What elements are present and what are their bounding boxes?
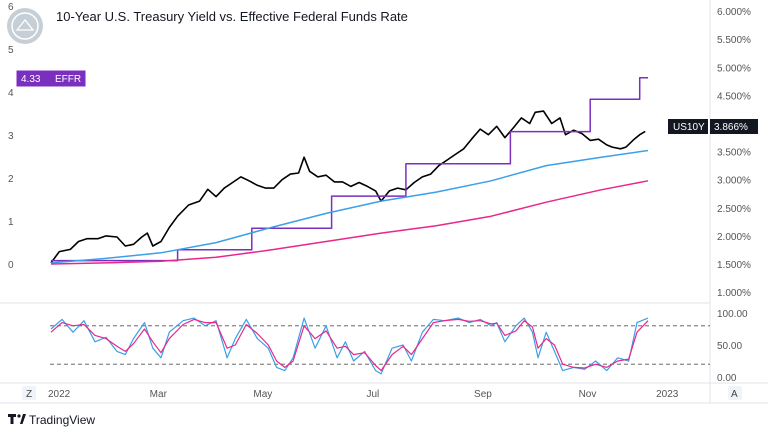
effr-line <box>51 77 648 262</box>
right-axis-tick: 5.000% <box>717 63 751 74</box>
stoch_d-line <box>50 318 649 372</box>
x-axis-tick: 2023 <box>656 389 679 400</box>
x-axis-tick: 2022 <box>48 389 71 400</box>
right-axis-tick: 2.000% <box>717 232 751 243</box>
us10y-badge: US10Y 3.866% <box>668 119 758 134</box>
x-axis-tick: Sep <box>474 389 492 400</box>
effr-badge-label: EFFR <box>55 74 81 85</box>
main-plot[interactable] <box>50 77 649 265</box>
x-axis-tick: Nov <box>579 389 597 400</box>
stochastic-axis-tick: 50.00 <box>717 341 742 352</box>
left-axis-tick: 1 <box>8 217 14 228</box>
effr-badge-value: 4.33 <box>21 74 41 85</box>
zoom-button-label: Z <box>26 389 32 400</box>
right-axis-tick: 4.500% <box>717 91 751 102</box>
right-axis-tick: 1.500% <box>717 260 751 271</box>
auto-scale-button-label: A <box>731 389 738 400</box>
left-axis-tick: 0 <box>8 260 14 271</box>
stoch_k-line <box>50 317 649 375</box>
stochastic-axis-tick: 0.00 <box>717 373 737 384</box>
brand-name: TradingView <box>29 413 95 427</box>
us10y-line <box>50 110 646 264</box>
effr-badge: 4.33 EFFR <box>16 70 86 87</box>
zoom-button[interactable]: Z <box>22 386 36 400</box>
right-axis-tick: 3.000% <box>717 176 751 187</box>
x-axis-tick: Mar <box>150 389 168 400</box>
us10y-badge-value: 3.866% <box>714 122 748 133</box>
left-axis-tick: 2 <box>8 174 14 185</box>
left-axis-tick: 4 <box>8 88 14 99</box>
left-axis-tick: 6 <box>8 2 14 13</box>
axes-layer: 0 1 2 3 4 5 6 1.000% 1.500% 2.000% 2.500% 3.000% 3.5… <box>8 2 751 400</box>
chart-title: 10-Year U.S. Treasury Yield vs. Effectiv… <box>56 9 408 24</box>
stochastic-pane[interactable] <box>50 317 710 375</box>
tradingview-mark-icon <box>8 414 16 424</box>
right-axis-tick: 3.500% <box>717 148 751 159</box>
stochastic-axis-tick: 100.00 <box>717 309 748 320</box>
right-axis-tick: 1.000% <box>717 288 751 299</box>
left-axis-tick: 3 <box>8 131 14 142</box>
logo <box>7 8 43 44</box>
auto-scale-button[interactable]: A <box>728 386 742 400</box>
grid-layer <box>0 0 768 404</box>
right-axis-tick: 6.000% <box>717 7 751 18</box>
x-axis-tick: Jul <box>366 389 379 400</box>
left-axis-tick: 5 <box>8 45 14 56</box>
us10y-badge-label: US10Y <box>673 122 705 133</box>
right-axis-tick: 2.500% <box>717 204 751 215</box>
ma_fast-line <box>50 149 649 264</box>
right-axis-tick: 5.500% <box>717 35 751 46</box>
tradingview-logo[interactable]: TradingView <box>8 413 95 427</box>
x-axis-tick: May <box>253 389 272 400</box>
ma_slow-line <box>50 180 649 265</box>
